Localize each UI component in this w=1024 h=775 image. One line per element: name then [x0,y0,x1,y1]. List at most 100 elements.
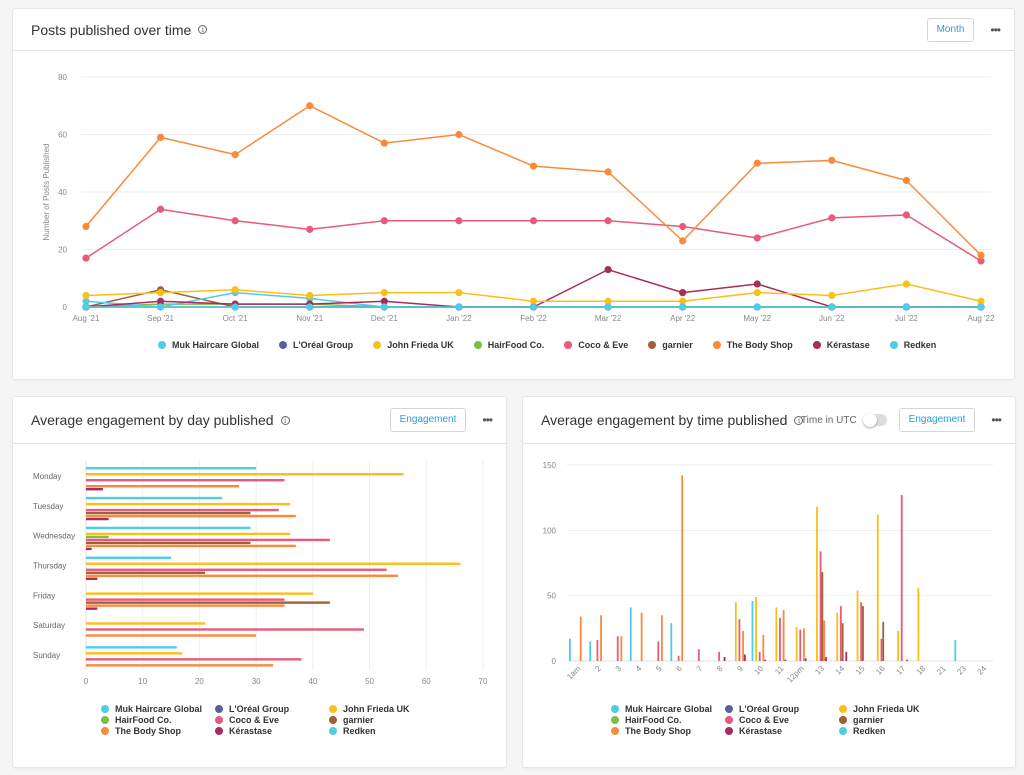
bar-john-frieda-uk [795,627,798,661]
legend-dot-icon [889,341,898,349]
legend-item-garnier[interactable]: garnier [839,715,939,725]
legend-item-muk-haircare-global[interactable]: Muk Haircare Global [158,340,259,350]
data-point [380,297,388,305]
legend-item-muk-haircare-global[interactable]: Muk Haircare Global [611,704,725,714]
legend-dot-icon [648,341,657,349]
bar-muk-haircare-global [954,640,957,661]
bar-coco-eve [86,598,285,601]
bar-k-rastase [86,577,98,580]
bar-the-body-shop [803,628,805,661]
legend-label: Kérastase [229,726,273,736]
legend-item-hairfood-co[interactable]: HairFood Co. [611,715,725,725]
bar-k-rastase [845,651,848,661]
bar-coco-eve [718,651,721,661]
legend-item-l-or-al-group[interactable]: L'Oréal Group [725,704,839,714]
legend-label: Redken [343,726,376,736]
bar-coco-eve [738,619,741,661]
bar-k-rastase [743,654,746,661]
x-tick-label: 1am [565,664,583,682]
data-point [828,156,836,164]
legend-item-john-frieda-uk[interactable]: John Frieda UK [839,704,939,714]
legend-label: Muk Haircare Global [625,704,713,714]
x-tick-label: Nov '21 [296,314,323,323]
x-tick-label: 11 [773,664,786,677]
bar-k-rastase [804,658,807,661]
legend-item-garnier[interactable]: garnier [329,715,429,725]
engagement-button[interactable]: Engagement [898,408,976,432]
engagement-button[interactable]: Engagement [389,408,467,432]
legend-item-garnier[interactable]: garnier [648,340,693,350]
legend-label: L'Oréal Group [229,704,290,714]
bar-k-rastase [86,488,104,491]
legend-label: The Body Shop [115,726,181,736]
legend-item-l-or-al-group[interactable]: L'Oréal Group [279,340,353,350]
legend-label: L'Oréal Group [739,704,800,714]
legend-item-john-frieda-uk[interactable]: John Frieda UK [373,340,454,350]
legend-item-redken[interactable]: Redken [889,340,937,350]
bar-the-body-shop [86,485,240,488]
legend-item-the-body-shop[interactable]: The Body Shop [611,726,725,736]
bar-k-rastase [764,659,767,661]
info-icon[interactable]: i [198,25,208,34]
legend-item-coco-eve[interactable]: Coco & Eve [215,715,329,725]
legend-dot-icon [611,705,619,713]
bar-john-frieda-uk [86,502,291,506]
legend-item-redken[interactable]: Redken [839,726,939,736]
x-tick-label: 6 [674,664,684,674]
bar-the-body-shop [661,615,663,661]
legend-item-hairfood-co[interactable]: HairFood Co. [101,715,215,725]
data-point [529,303,538,311]
legend-item-k-rastase[interactable]: Kérastase [812,340,870,350]
legend-item-coco-eve[interactable]: Coco & Eve [564,340,628,350]
more-options-icon[interactable]: ••• [482,413,493,427]
legend-label: Muk Haircare Global [115,704,203,714]
posts-card-title: Posts published over time [31,21,192,38]
posts-over-time-card: Posts published over time i Month ••• 0 2… [12,8,1015,380]
data-point [679,222,687,231]
series-coco-eve [82,205,985,265]
posts-line-chart: 0 20 40 60 80 Aug '21 Sep '21 Oct '21 Nov '21 Dec… [42,73,995,323]
x-tick-label: 5 [654,664,664,674]
data-point [828,214,836,222]
bar-john-frieda-uk [917,587,920,661]
more-options-icon[interactable]: ••• [990,22,1001,37]
series-line [85,104,982,256]
legend-item-the-body-shop[interactable]: The Body Shop [712,340,793,350]
data-point [977,297,985,305]
legend-dot-icon [329,727,337,735]
bar-the-body-shop [640,612,643,661]
legend-dot-icon [725,716,733,724]
x-tick-label: 70 [479,677,488,686]
legend-item-muk-haircare-global[interactable]: Muk Haircare Global [101,704,215,714]
data-point [604,303,612,311]
more-options-icon[interactable]: ••• [991,413,1002,427]
data-point [306,102,314,110]
legend-item-coco-eve[interactable]: Coco & Eve [725,715,839,725]
info-icon[interactable]: i [794,415,804,425]
info-icon[interactable]: i [280,415,290,425]
legend-item-redken[interactable]: Redken [329,726,429,736]
legend-item-hairfood-co[interactable]: HairFood Co. [473,340,544,350]
data-point [902,176,911,185]
legend-label: HairFood Co. [115,715,172,725]
utc-toggle[interactable] [862,413,887,427]
legend-label: L'Oréal Group [293,340,354,350]
x-tick-label: 50 [365,677,374,686]
bar-john-frieda-uk [734,602,737,661]
legend-item-john-frieda-uk[interactable]: John Frieda UK [329,704,429,714]
bar-john-frieda-uk [897,630,899,661]
legend-dot-icon [329,705,337,713]
legend-label: garnier [662,340,693,350]
data-point [902,211,911,219]
legend-item-the-body-shop[interactable]: The Body Shop [101,726,215,736]
legend-label: Redken [903,340,937,350]
month-button[interactable]: Month [926,17,975,42]
legend-item-k-rastase[interactable]: Kérastase [725,726,839,736]
data-point [977,257,985,265]
legend-item-k-rastase[interactable]: Kérastase [215,726,329,736]
bar-john-frieda-uk [86,592,313,595]
bar-coco-eve [86,508,279,512]
x-tick-label: 15 [854,664,867,677]
legend-item-l-or-al-group[interactable]: L'Oréal Group [215,704,329,714]
data-point [380,289,388,297]
